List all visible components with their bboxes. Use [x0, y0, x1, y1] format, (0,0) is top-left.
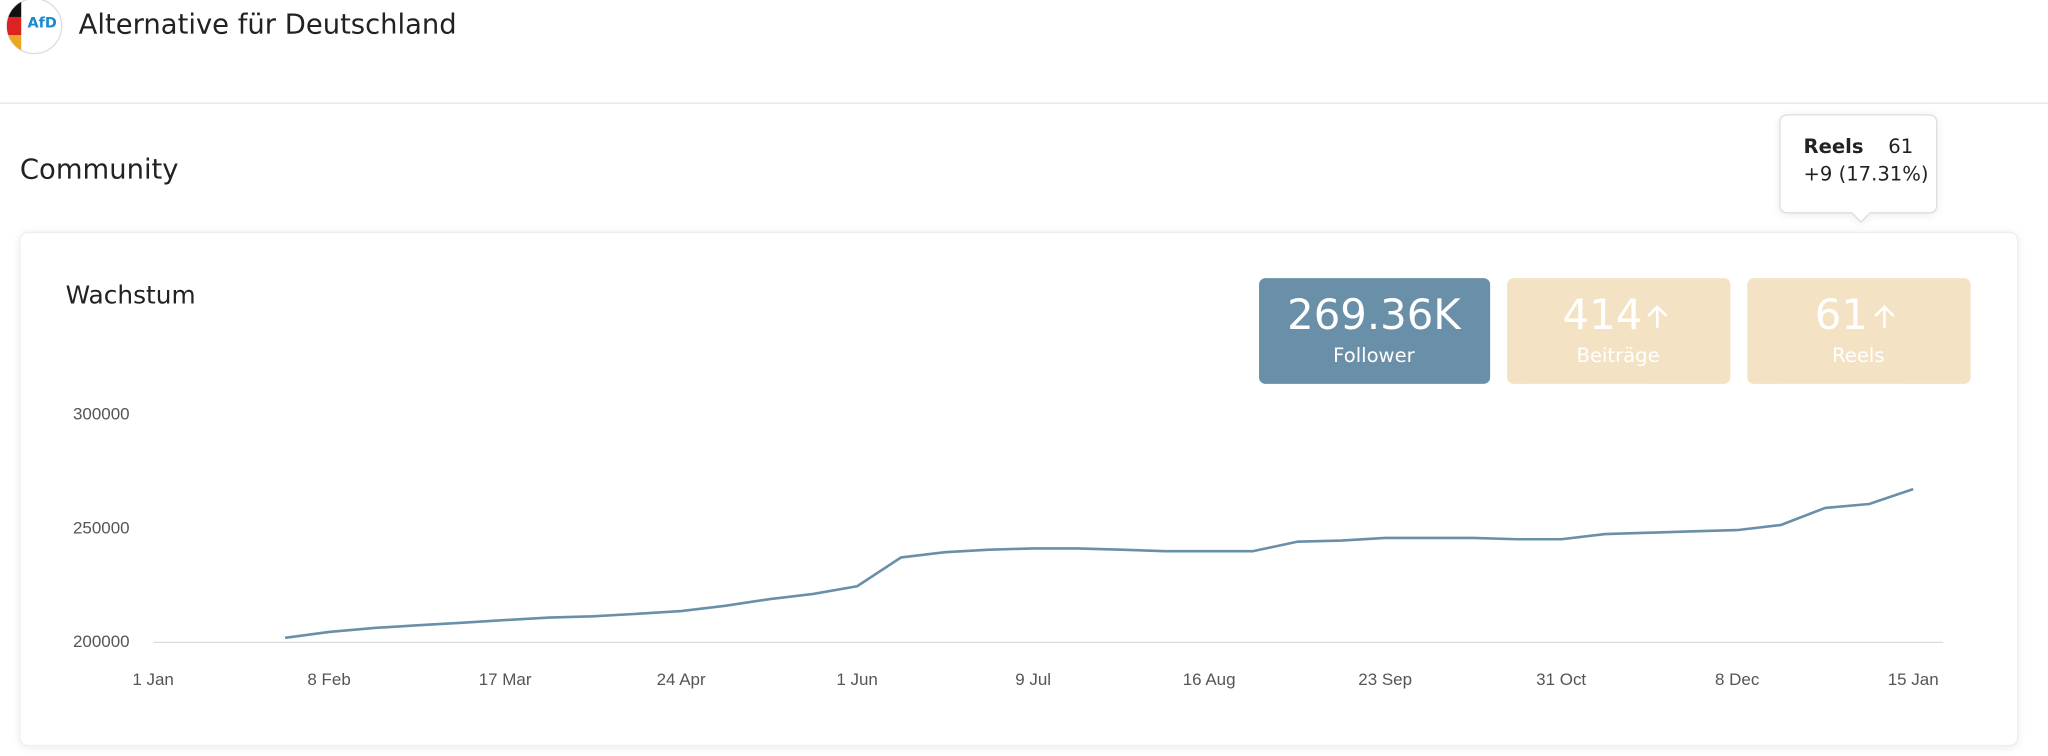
stat-follower[interactable]: 269.36K Follower — [1259, 278, 1491, 384]
x-tick-label: 8 Feb — [307, 670, 350, 689]
x-tick-label: 8 Dec — [1715, 670, 1760, 689]
stat-posts[interactable]: 414 Beiträge — [1507, 278, 1731, 384]
logo-text: AfD — [27, 16, 56, 32]
stat-value: 414 — [1563, 290, 1643, 339]
tooltip-change: +9 (17.31%) — [1804, 162, 1929, 185]
line-chart: 200000 250000 300000 1 Jan 8 Feb 17 Mar 24 Apr… — [73, 405, 1944, 689]
tooltip: Reels 61 +9 (17.31%) — [1779, 114, 1938, 223]
stat-box — [1747, 278, 1971, 384]
x-tick-label: 17 Mar — [479, 670, 532, 689]
section-title: Community — [20, 155, 179, 186]
card-title: Wachstum — [66, 280, 196, 309]
page-title: Alternative für Deutschland — [79, 10, 457, 41]
flag-red — [6, 16, 22, 36]
data-line — [284, 487, 1914, 640]
stat-label: Beiträge — [1577, 344, 1660, 367]
x-tick-label: 1 Jun — [836, 670, 878, 689]
x-tick-label: 23 Sep — [1358, 670, 1412, 689]
stat-box — [1259, 278, 1491, 384]
tooltip-box — [1779, 114, 1938, 223]
stat-reels[interactable]: 61 Reels — [1747, 278, 1971, 384]
x-tick-label: 31 Oct — [1536, 670, 1586, 689]
arrow-up — [1647, 304, 1668, 328]
x-tick-label: 16 Aug — [1183, 670, 1236, 689]
arrow-up — [1874, 304, 1895, 328]
stat-box — [1507, 278, 1731, 384]
stat-label: Reels — [1832, 344, 1884, 367]
y-tick-label: 300000 — [73, 405, 130, 424]
x-tick-label: 15 Jan — [1888, 670, 1939, 689]
y-tick-label: 200000 — [73, 632, 130, 651]
stat-value: 269.36K — [1287, 290, 1462, 339]
x-tick-label: 1 Jan — [132, 670, 174, 689]
y-tick-label: 250000 — [73, 518, 130, 537]
x-tick-label: 24 Apr — [657, 670, 706, 689]
x-tick-label: 9 Jul — [1015, 670, 1051, 689]
logo[interactable]: AfD — [6, 0, 63, 55]
stat-value: 61 — [1815, 290, 1868, 339]
stat-label: Follower — [1333, 344, 1415, 367]
tooltip-name: Reels — [1804, 135, 1864, 158]
tooltip-value: 61 — [1888, 135, 1913, 158]
